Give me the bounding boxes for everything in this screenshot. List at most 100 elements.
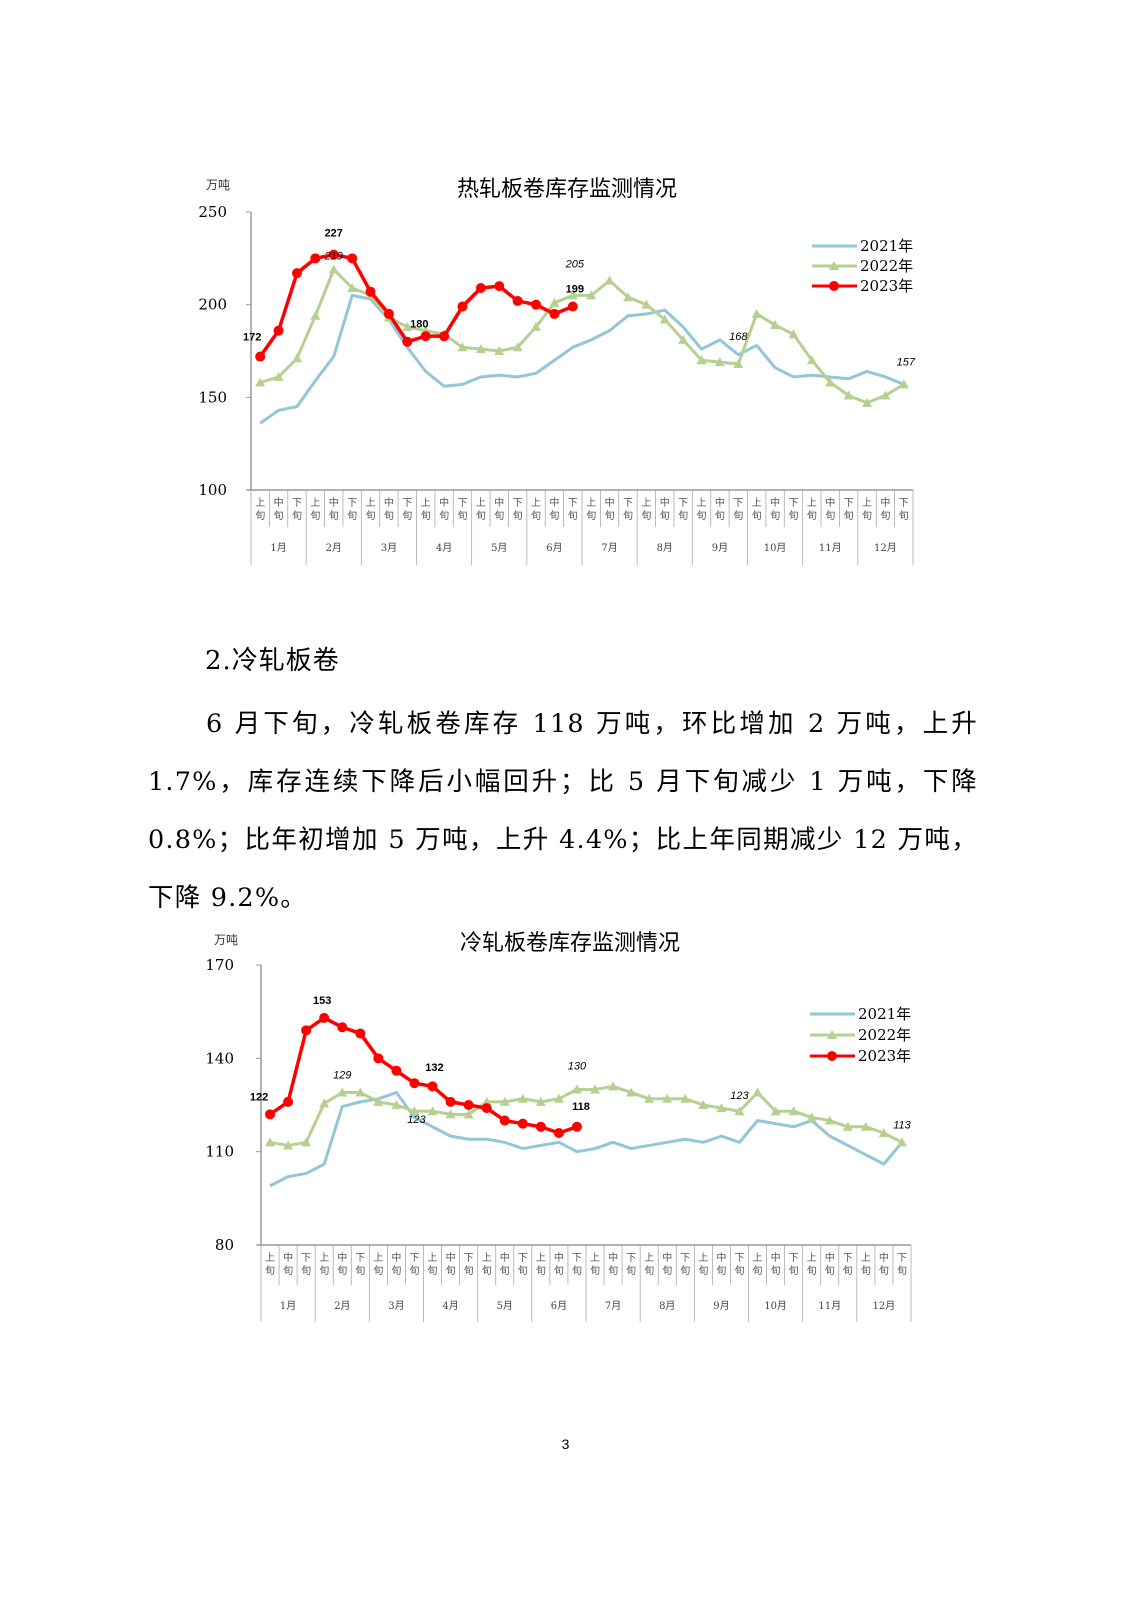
data-point-2022年 <box>481 1096 492 1106</box>
x-tick-label-top: 上 <box>590 1252 600 1264</box>
x-tick-label-top: 中 <box>384 496 394 509</box>
x-tick-label-top: 下 <box>843 1253 853 1264</box>
data-point-2023年 <box>283 1096 294 1107</box>
x-tick-label-bottom: 旬 <box>716 1264 726 1277</box>
x-tick-label-bottom: 旬 <box>697 509 707 522</box>
data-point-2022年 <box>788 329 799 339</box>
x-tick-label-top: 中 <box>605 496 615 509</box>
x-tick-label-bottom: 旬 <box>568 509 578 522</box>
data-point-2022年 <box>824 1115 835 1125</box>
x-tick-label-bottom: 旬 <box>310 509 320 522</box>
x-tick-label-top: 上 <box>807 1252 817 1264</box>
x-tick-label-top: 上 <box>586 497 596 509</box>
data-label: 113 <box>893 1119 911 1131</box>
x-tick-label-top: 中 <box>329 496 339 509</box>
x-tick-label-top: 中 <box>880 496 890 509</box>
x-tick-label-bottom: 旬 <box>274 509 284 522</box>
data-point-2022年 <box>445 1109 456 1119</box>
chart-title: 冷轧板卷库存监测情况 <box>460 931 680 956</box>
x-tick-label-top: 中 <box>337 1251 347 1264</box>
month-label: 7月 <box>601 542 617 554</box>
x-tick-label-bottom: 旬 <box>476 509 486 522</box>
data-label: 130 <box>568 1060 587 1072</box>
x-tick-label-top: 上 <box>265 1252 275 1264</box>
data-point-2022年 <box>806 1112 817 1122</box>
data-point-2022年 <box>273 371 284 381</box>
data-point-2022年 <box>310 310 321 320</box>
x-tick-label-bottom: 旬 <box>355 1264 365 1277</box>
x-tick-label-top: 上 <box>421 497 431 509</box>
month-label: 1月 <box>280 1300 296 1312</box>
data-point-2023年 <box>328 249 339 260</box>
paragraph-text: 6 月下旬，冷轧板卷库存 118 万吨，环比增加 2 万吨，上升 1.7%，库存… <box>148 709 978 913</box>
data-label: 123 <box>730 1090 749 1102</box>
x-tick-label-bottom: 旬 <box>861 1264 871 1277</box>
data-point-2022年 <box>659 314 670 324</box>
x-tick-label-bottom: 旬 <box>366 509 376 522</box>
section-heading: 2.冷轧板卷 <box>205 646 340 676</box>
data-point-2022年 <box>622 292 633 302</box>
x-tick-label-top: 上 <box>255 497 265 509</box>
x-tick-label-bottom: 旬 <box>660 509 670 522</box>
data-point-2022年 <box>788 1106 799 1116</box>
y-tick-label: 170 <box>205 956 234 974</box>
data-point-2022年 <box>347 282 358 292</box>
month-label: 10月 <box>764 542 787 554</box>
legend-marker <box>827 1051 837 1061</box>
data-point-2023年 <box>291 268 302 279</box>
x-tick-label-top: 下 <box>301 1253 311 1264</box>
data-point-2022年 <box>770 1106 781 1116</box>
x-tick-label-top: 下 <box>623 498 633 509</box>
legend-label: 2022年 <box>858 1026 911 1044</box>
data-point-2023年 <box>457 301 468 312</box>
x-tick-label-top: 下 <box>355 1253 365 1264</box>
data-label: 153 <box>313 995 331 1007</box>
data-label: 199 <box>566 284 584 296</box>
x-tick-label-bottom: 旬 <box>899 509 909 522</box>
month-label: 4月 <box>442 1300 458 1312</box>
x-tick-label-bottom: 旬 <box>536 1264 546 1277</box>
data-point-2022年 <box>626 1087 637 1097</box>
x-tick-label-top: 中 <box>716 1251 726 1264</box>
data-point-2022年 <box>373 1096 384 1106</box>
chart-title: 热轧板卷库存监测情况 <box>457 177 677 202</box>
x-tick-label-top: 上 <box>366 497 376 509</box>
data-point-2022年 <box>535 1096 546 1106</box>
data-point-2023年 <box>301 1025 312 1036</box>
y-tick-label: 80 <box>215 1236 234 1254</box>
x-tick-label-top: 中 <box>715 496 725 509</box>
x-tick-label-bottom: 旬 <box>825 1264 835 1277</box>
x-tick-label-top: 上 <box>752 497 762 509</box>
month-label: 9月 <box>713 1300 729 1312</box>
data-point-2022年 <box>842 1121 853 1131</box>
data-point-2022年 <box>644 1093 655 1103</box>
month-label: 12月 <box>873 1300 896 1312</box>
x-tick-label-bottom: 旬 <box>825 509 835 522</box>
data-point-2022年 <box>512 342 523 352</box>
data-point-2023年 <box>402 336 413 347</box>
x-tick-label-top: 下 <box>844 498 854 509</box>
data-point-2022年 <box>604 275 615 285</box>
month-label: 10月 <box>764 1300 787 1312</box>
x-tick-label-top: 上 <box>697 497 707 509</box>
data-point-2023年 <box>383 308 394 319</box>
x-tick-label-bottom: 旬 <box>752 509 762 522</box>
data-point-2022年 <box>494 346 505 355</box>
x-tick-label-top: 上 <box>807 497 817 509</box>
x-tick-label-top: 中 <box>494 496 504 509</box>
data-point-2023年 <box>391 1065 402 1076</box>
x-tick-label-top: 中 <box>660 496 670 509</box>
month-label: 8月 <box>659 1300 675 1312</box>
data-point-2022年 <box>752 1087 763 1097</box>
series-line-2021年 <box>259 293 905 425</box>
data-point-2023年 <box>571 1121 582 1132</box>
data-label: 118 <box>572 1101 590 1113</box>
x-tick-label-bottom: 旬 <box>439 509 449 522</box>
x-tick-label-bottom: 旬 <box>500 1264 510 1277</box>
x-tick-label-top: 中 <box>662 1251 672 1264</box>
data-point-2022年 <box>734 1106 745 1116</box>
x-tick-label-top: 中 <box>825 496 835 509</box>
y-tick-label: 100 <box>198 481 227 499</box>
x-tick-label-bottom: 旬 <box>623 509 633 522</box>
x-tick-label-top: 下 <box>464 1253 474 1264</box>
